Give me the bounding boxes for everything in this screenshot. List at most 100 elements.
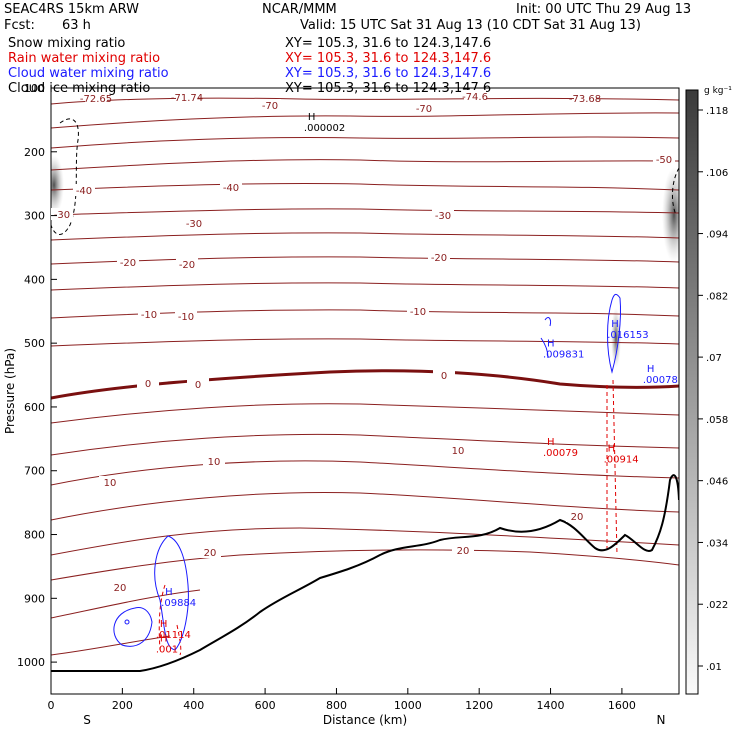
contour-label-bg	[428, 251, 450, 263]
valid-label: Valid: 15 UTC Sat 31 Aug 13 (10 CDT Sat …	[300, 18, 641, 33]
maximum-value: .00914	[604, 455, 639, 466]
plot-frame	[50, 87, 680, 695]
model-title: SEAC4RS 15km ARW	[4, 2, 140, 17]
endpoint-left: S	[83, 713, 91, 727]
contour-label: -30	[54, 210, 70, 221]
x-tick-label: 400	[183, 699, 204, 712]
colorbar-label: .034	[706, 538, 728, 549]
cloud-water-small-contour	[124, 619, 130, 625]
field-name-snow: Snow mixing ratio	[8, 36, 126, 51]
contour-label-bg	[566, 510, 588, 522]
y-tick-label: 100	[24, 82, 45, 95]
temperature-contours	[51, 97, 679, 656]
maximum-value: .00079	[543, 448, 578, 459]
contour-label-bg	[183, 217, 205, 229]
forecast-label: Fcst:	[4, 18, 35, 33]
colorbar-label: .046	[706, 477, 728, 488]
field-xy-cloud-water: XY= 105.3, 31.6 to 124.3,147.6	[285, 66, 492, 81]
contour-label: -70	[416, 104, 432, 115]
snow-shading-core	[611, 308, 621, 368]
center-label: NCAR/MMM	[262, 2, 337, 17]
contour-label-bg	[574, 92, 596, 104]
contour-label-bg	[452, 544, 474, 556]
contour-label-bg	[199, 546, 221, 558]
contour-label-bg	[138, 308, 160, 320]
y-tick-label: 600	[24, 401, 45, 414]
colorbar-label: .01	[706, 662, 722, 673]
contour-label-bg	[176, 258, 198, 270]
contour-label: -10	[141, 310, 157, 321]
maximum-mark: H	[160, 619, 168, 630]
y-tick-label: 500	[24, 337, 45, 350]
contour-label: -40	[223, 183, 239, 194]
contour-label-bg	[433, 369, 455, 381]
y-tick-label: 200	[24, 146, 45, 159]
rain-contours	[158, 379, 618, 656]
colorbar-label: .118	[706, 106, 728, 117]
contour-label: -20	[179, 260, 195, 271]
contour-label-bg	[413, 102, 435, 114]
axes: 0 200 400 600 800 1000 1200 1400 160010020030040…	[3, 82, 665, 727]
cloud-water-contours	[113, 293, 621, 651]
x-tick-label: 1600	[608, 699, 636, 712]
contour-label: 0	[195, 380, 201, 391]
maximum-mark: H	[547, 437, 555, 448]
field-xy-snow: XY= 105.3, 31.6 to 124.3,147.6	[285, 36, 492, 51]
x-tick-label: 200	[112, 699, 133, 712]
y-tick-label: 1000	[17, 656, 45, 669]
contour-label: 10	[104, 478, 117, 489]
contour-label-bg	[187, 378, 209, 390]
contour-label: -71.74	[171, 93, 203, 104]
x-tick-label: 1000	[394, 699, 422, 712]
maximum-value: .00078	[643, 375, 678, 386]
y-tick-label: 400	[24, 273, 45, 286]
contour-label-bg	[99, 476, 121, 488]
x-tick-label: 1200	[465, 699, 493, 712]
contour-label-bg	[220, 181, 242, 193]
forecast-value: 63 h	[62, 18, 91, 33]
x-tick-label: 600	[255, 699, 276, 712]
contour-label-bg	[85, 92, 107, 104]
colorbar: .01 .022 .034 .046 .058 .07 .082 .094 .106 .118 g…	[685, 86, 732, 695]
contour-label: -50	[656, 155, 672, 166]
x-tick-label: 1400	[537, 699, 565, 712]
contour-label: 0	[441, 371, 447, 382]
maximum-mark: H	[611, 319, 619, 330]
contour-label-bg	[447, 444, 469, 456]
maximum-mark: H	[547, 338, 555, 349]
ice-shading-left	[51, 155, 64, 215]
endpoint-right: N	[657, 713, 666, 727]
colorbar-label: .106	[706, 168, 728, 179]
contour-label: -10	[410, 307, 426, 318]
field-name-cloud-water: Cloud water mixing ratio	[8, 66, 169, 81]
colorbar-label: .082	[706, 291, 728, 302]
x-tick-label: 0	[48, 699, 55, 712]
plot-area	[51, 97, 679, 672]
contour-label: -72.65	[80, 94, 112, 105]
contour-labels: -72.65 -71.74 -70 -70 -74.6 -73.68 -50 -40 -40 -3…	[51, 90, 675, 594]
y-tick-label: 300	[24, 210, 45, 223]
colorbar-bar	[685, 89, 699, 695]
contour-label: 0	[145, 379, 151, 390]
contour-label-bg	[653, 153, 675, 165]
contour-label-bg	[117, 256, 139, 268]
contour-label-bg	[73, 184, 95, 196]
maximum-value: .01114	[156, 630, 191, 641]
x-axis-label: Distance (km)	[323, 713, 407, 727]
contour-label-bg	[137, 377, 159, 389]
contour-label: 10	[452, 446, 465, 457]
maximum-mark: H	[160, 634, 168, 645]
y-tick-label: 700	[24, 465, 45, 478]
contour-label: 20	[457, 546, 470, 557]
contour-label-bg	[432, 209, 454, 221]
maximum-value: .009831	[543, 349, 584, 360]
field-xy-rain: XY= 105.3, 31.6 to 124.3,147.6	[285, 51, 492, 66]
cloud-ice-contour	[51, 118, 79, 235]
maximum-mark: H	[165, 587, 173, 598]
y-axis-label: Pressure (hPa)	[3, 348, 17, 434]
maximum-value: .016153	[607, 330, 648, 341]
y-tick-label: 800	[24, 529, 45, 542]
contour-label: -30	[186, 219, 202, 230]
contour-label-bg	[464, 90, 486, 102]
